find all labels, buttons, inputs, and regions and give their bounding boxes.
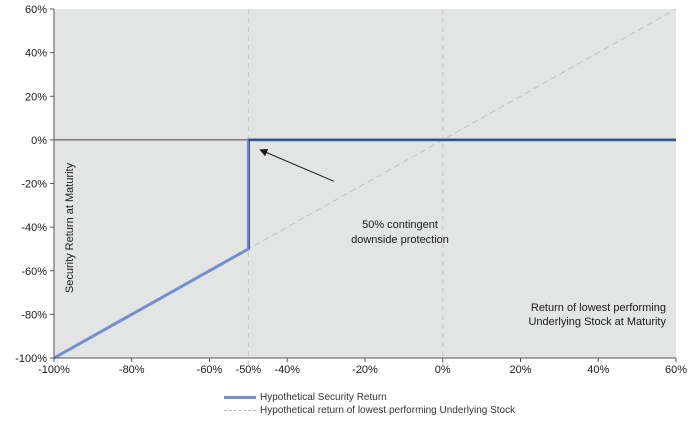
x-tick-label-4: -40% xyxy=(274,364,300,376)
x-tick-label-9: 60% xyxy=(665,364,687,376)
y-tick-label-5: 0% xyxy=(31,135,47,147)
annotation-text-line-1: downside protection xyxy=(351,234,449,246)
y-tick-label-7: 40% xyxy=(25,48,47,60)
x-tick-label-6: 0% xyxy=(435,364,451,376)
x-tick-label-8: 40% xyxy=(587,364,609,376)
y-tick-label-4: -20% xyxy=(21,179,47,191)
x-tick-label-2: -60% xyxy=(197,364,223,376)
y-tick-label-3: -40% xyxy=(21,222,47,234)
y-tick-label-1: -80% xyxy=(21,309,47,321)
x-tick-label-1: -80% xyxy=(119,364,145,376)
x-axis-label-line2: Underlying Stock at Maturity xyxy=(528,316,666,328)
x-tick-label-0: -100% xyxy=(38,364,70,376)
x-tick-label-7: 20% xyxy=(509,364,531,376)
series-underlying-line xyxy=(53,8,677,359)
annotation-text-line-0: 50% contingent xyxy=(362,219,438,231)
y-tick-label-0: -100% xyxy=(15,353,47,365)
x-tick-label-5: -20% xyxy=(352,364,378,376)
legend-item-underlying-return: Hypothetical return of lowest performing… xyxy=(224,404,515,417)
annotation-arrow xyxy=(259,148,335,182)
legend-label-underlying-return: Hypothetical return of lowest performing… xyxy=(260,405,516,416)
legend-item-security-return: Hypothetical Security Return xyxy=(224,391,515,404)
legend-label-security-return: Hypothetical Security Return xyxy=(260,392,387,403)
y-axis-label: Security Return at Maturity xyxy=(64,162,76,293)
legend-swatch-dashed xyxy=(224,410,256,411)
legend: Hypothetical Security Return Hypothetica… xyxy=(224,391,515,417)
y-tick-label-8: 60% xyxy=(25,4,47,16)
y-tick-label-2: -60% xyxy=(21,266,47,278)
legend-swatch-solid xyxy=(224,396,256,399)
y-tick-label-6: 20% xyxy=(25,91,47,103)
x-tick-label-3: -50% xyxy=(236,364,262,376)
x-axis-label-line1: Return of lowest performing xyxy=(531,302,666,314)
